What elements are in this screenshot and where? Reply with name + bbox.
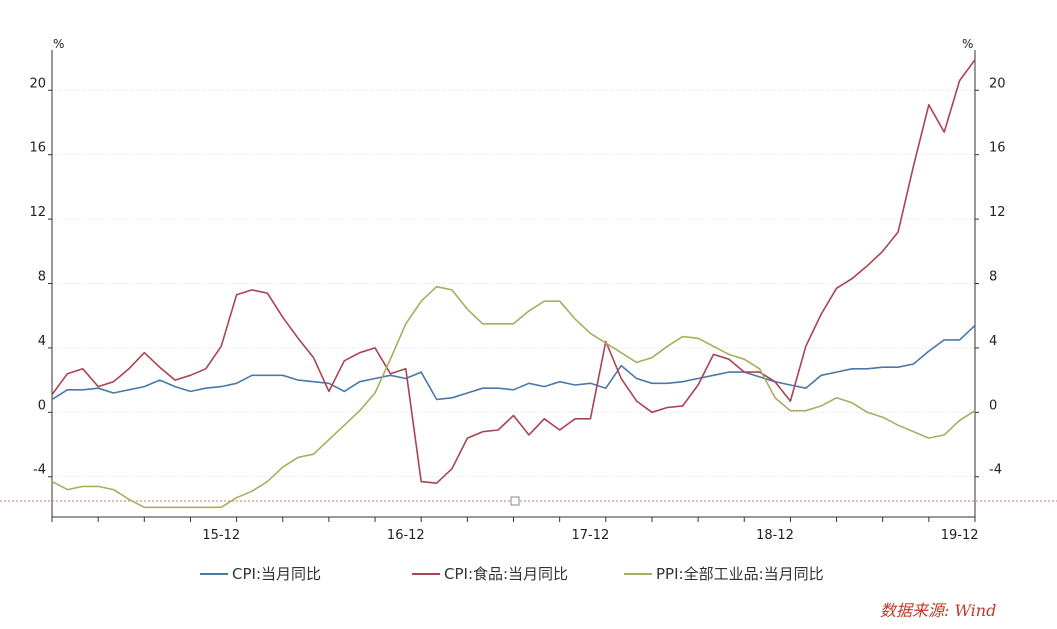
y-ticks-left: -4 0 4 8 12 16 20 <box>29 76 52 478</box>
legend-label-cpi-food: CPI:食品:当月同比 <box>444 565 569 583</box>
y-ticks-right: -4 0 4 8 12 16 20 <box>975 76 1006 478</box>
right-unit-label: % <box>962 37 973 51</box>
x-ticks: 15-12 16-12 17-12 18-12 19-12 <box>51 517 979 543</box>
x-tick-label: 15-12 <box>202 528 240 543</box>
grid-lines <box>52 89 975 478</box>
legend-label-ppi: PPI:全部工业品:当月同比 <box>656 565 824 583</box>
legend-label-cpi: CPI:当月同比 <box>232 565 321 583</box>
axes: % % <box>0 37 1057 518</box>
y-tick-label-right: 16 <box>989 141 1006 156</box>
legend-item-ppi: PPI:全部工业品:当月同比 <box>624 563 824 584</box>
scroll-handle-icon[interactable] <box>510 496 520 506</box>
legend-item-cpi-food: CPI:食品:当月同比 <box>412 563 568 584</box>
x-tick-label: 19-12 <box>941 528 979 543</box>
y-tick-label-left: 4 <box>38 334 46 349</box>
x-tick-label: 18-12 <box>756 528 794 543</box>
legend-swatch-cpi-food <box>412 572 440 575</box>
legend-item-cpi: CPI:当月同比 <box>200 563 321 584</box>
line-chart: % % -4 0 4 8 12 16 20 -4 0 4 8 12 16 20 15-12 16-12 17… <box>0 37 1057 543</box>
series-line-cpi-food <box>51 59 976 485</box>
y-tick-label-left: 16 <box>29 141 46 156</box>
legend-swatch-cpi <box>200 572 228 575</box>
y-tick-label-left: 20 <box>29 76 46 91</box>
left-unit-label: % <box>53 37 64 51</box>
series-line-cpi <box>51 324 976 401</box>
y-tick-label-left: 8 <box>38 270 46 285</box>
y-tick-label-left: 12 <box>29 205 46 220</box>
y-tick-label-right: 8 <box>989 270 997 285</box>
y-tick-label-right: 12 <box>989 205 1006 220</box>
legend-swatch-ppi <box>624 572 652 575</box>
y-tick-label-left: 0 <box>38 398 46 413</box>
x-tick-label: 16-12 <box>387 528 425 543</box>
x-tick-label: 17-12 <box>572 528 610 543</box>
y-tick-label-right: 20 <box>989 76 1006 91</box>
series-line-ppi <box>51 285 976 509</box>
source-note: 数据来源: Wind <box>880 601 997 620</box>
series-lines <box>51 59 976 509</box>
y-tick-label-right: 0 <box>989 398 997 413</box>
y-tick-label-right: 4 <box>989 334 997 349</box>
y-tick-label-left: -4 <box>33 463 46 478</box>
legend: CPI:当月同比 CPI:食品:当月同比 PPI:全部工业品:当月同比 <box>0 563 1057 587</box>
y-tick-label-right: -4 <box>989 463 1002 478</box>
